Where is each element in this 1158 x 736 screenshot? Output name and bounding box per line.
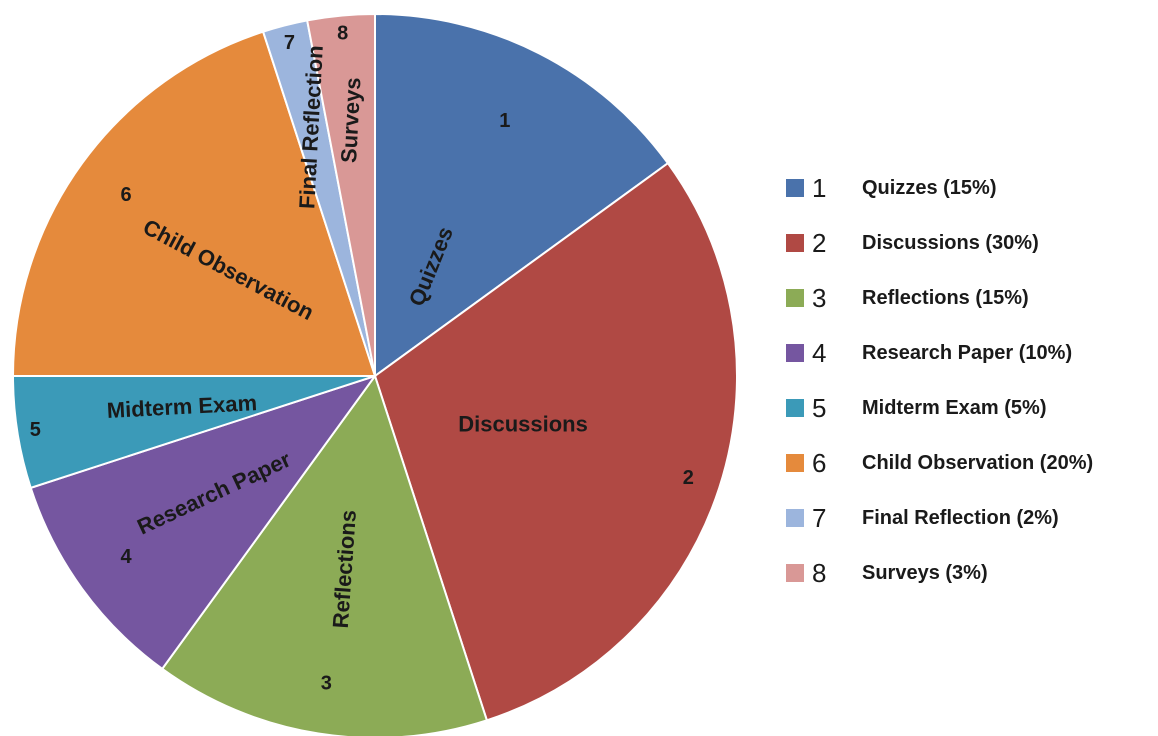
legend-item: 7 Final Reflection (2%) — [786, 500, 1059, 536]
pie-slice-reflections — [160, 373, 489, 736]
legend-item: 4 Research Paper (10%) — [786, 335, 1072, 371]
legend-number: 3 — [812, 282, 827, 313]
legend-number: 5 — [812, 392, 827, 423]
legend-label: Quizzes (15%) — [862, 176, 997, 199]
legend-number: 7 — [812, 502, 827, 533]
legend-swatch — [786, 179, 804, 197]
slice-number-label: 4 — [121, 546, 133, 568]
legend-label: Child Observation (20%) — [862, 451, 1094, 474]
legend-label: Discussions (30%) — [862, 231, 1039, 254]
slice-name-label: Discussions — [458, 412, 588, 437]
legend-item: 3 Reflections (15%) — [786, 280, 1029, 316]
slice-number-label: 6 — [121, 184, 132, 206]
legend-number: 6 — [812, 447, 827, 478]
legend-label: Research Paper (10%) — [862, 341, 1073, 364]
pie-slice-discussions — [373, 161, 738, 722]
slice-number-label: 3 — [321, 672, 332, 694]
legend-number: 2 — [812, 227, 827, 258]
legend-item: 2 Discussions (30%) — [786, 225, 1039, 261]
pie-slice-research-paper — [29, 374, 378, 671]
legend-label: Reflections (15%) — [862, 286, 1029, 309]
slice-name-label: Surveys — [336, 77, 365, 164]
legend-swatch — [786, 509, 804, 527]
legend-swatch — [786, 454, 804, 472]
slice-number-label: 5 — [30, 419, 41, 441]
legend-swatch — [786, 564, 804, 582]
slice-number-label: 7 — [284, 32, 295, 54]
legend-number: 8 — [812, 557, 827, 588]
legend-label: Midterm Exam (5%) — [862, 396, 1047, 419]
legend-item: 6 Child Observation (20%) — [786, 445, 1093, 481]
legend-swatch — [786, 234, 804, 252]
legend-item: 8 Surveys (3%) — [786, 555, 988, 591]
legend-label: Surveys (3%) — [862, 561, 988, 584]
pie-slice-surveys — [305, 12, 376, 377]
legend-item: 1 Quizzes (15%) — [786, 170, 996, 206]
legend-swatch — [786, 289, 804, 307]
legend-number: 1 — [812, 172, 827, 203]
pie-slice-child-observation — [11, 30, 377, 377]
legend-swatch — [786, 399, 804, 417]
slice-number-label: 1 — [499, 110, 510, 132]
slice-number-label: 8 — [337, 23, 348, 45]
pie-slice-quizzes — [374, 12, 670, 378]
legend-number: 4 — [812, 337, 827, 368]
legend-item: 5 Midterm Exam (5%) — [786, 390, 1047, 426]
legend-swatch — [786, 344, 804, 362]
pie-slices — [11, 12, 738, 736]
legend-label: Final Reflection (2%) — [862, 506, 1059, 529]
slice-number-label: 2 — [683, 467, 694, 489]
